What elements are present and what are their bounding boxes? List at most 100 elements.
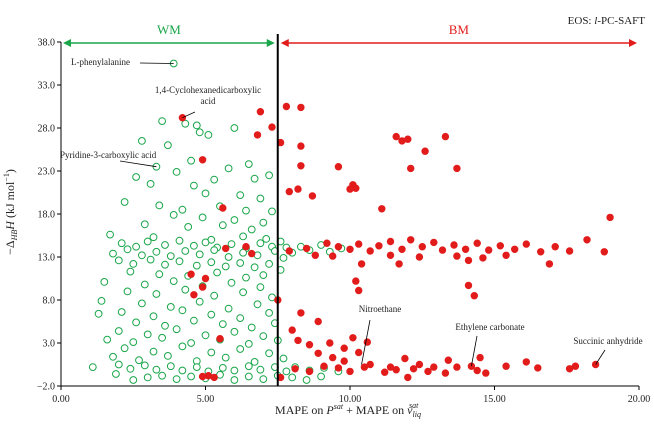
wm-point [242,273,250,282]
wm-region: WM [63,22,275,47]
bm-point [600,248,608,256]
bm-point [357,260,366,268]
wm-point [129,260,138,268]
annotation-leader [595,349,606,365]
y-tick-label: 38.0 [38,38,56,49]
bm-point [450,241,458,249]
y-tick-label: 18.0 [38,210,56,221]
wm-point [129,376,138,384]
wm-point [166,303,175,311]
wm-point [239,248,248,257]
wm-point [250,263,259,272]
bm-point [545,260,554,268]
x-tick-label: 5.00 [197,394,215,405]
bm-point [297,103,305,112]
wm-point [143,330,152,339]
y-tick-label: 23.0 [38,167,56,178]
wm-point [279,254,288,262]
wm-point [169,277,178,286]
bm-point [415,360,424,369]
bm-point [285,247,293,255]
wm-point [140,361,149,370]
wm-point [172,168,181,176]
wm-point [164,141,172,150]
bm-point [216,335,224,343]
bm-point [392,132,400,141]
bm-point [430,238,438,247]
bm-point [464,281,473,290]
bm-point [248,249,256,258]
bm-point [320,362,328,370]
wm-point [155,270,164,279]
bm-point [464,256,473,265]
bm-point [282,102,291,111]
bm-point [291,365,299,373]
wm-point [123,245,132,254]
y-tick-label: 28.0 [38,124,56,135]
annotation-leader [139,62,174,64]
bm-point [386,237,395,246]
wm-point [244,160,253,169]
wm-point [161,241,169,249]
wm-point [187,156,196,165]
wm-point [164,352,172,360]
bm-point [346,367,354,376]
bm-point [198,372,207,381]
bm-point [441,132,450,141]
eos-label: EOS: l-PC-SAFT [568,15,646,27]
bm-point [409,365,418,373]
wm-point [265,349,274,358]
bm-point [256,107,265,116]
bm-point [346,185,354,193]
wm-point [230,366,239,375]
wm-point [88,363,97,372]
wm-point [190,241,198,250]
wm-point [146,180,155,188]
bm-point [288,326,296,334]
bm-point [334,163,343,171]
wm-point [152,290,161,298]
wm-point [143,373,152,382]
bm-point [479,254,487,262]
wm-point [190,316,198,325]
wm-point [178,342,187,351]
wm-point [204,131,213,139]
bm-point [334,243,343,251]
bm-point [222,244,230,253]
wm-point [132,318,141,327]
wm-point [210,291,219,300]
wm-point [158,333,167,342]
bm-point [294,185,302,193]
bm-point [415,253,424,261]
wm-point [227,278,236,287]
x-tick-label: 20.00 [628,394,651,405]
annotation-label: Pyridine-3-carboxylic acid [60,150,157,160]
wm-point [149,312,158,321]
wm-point [112,370,120,378]
x-axis-label: MAPE on Psat + MAPE on vliqsat [275,401,421,419]
bm-point [366,247,374,255]
bm-point [314,349,322,357]
wm-point [210,175,219,184]
bm-point [438,246,447,254]
wm-point [97,297,106,305]
wm-region-arrowhead-right [266,39,275,47]
wm-point [247,225,256,234]
bm-point [407,164,415,173]
annotation-leader [182,111,196,119]
wm-point [175,236,184,245]
wm-point [244,362,253,371]
bm-point [418,243,426,251]
bm-region-arrowhead-left [280,39,289,47]
wm-point [187,372,196,381]
wm-point [218,364,227,372]
wm-point [181,119,190,128]
annotation-leader [470,335,478,367]
wm-point [94,309,103,318]
wm-point [253,300,262,309]
wm-point [103,335,112,344]
wm-point [256,194,265,203]
wm-point [192,363,201,372]
wm-point [265,309,274,317]
wm-point [178,205,187,214]
